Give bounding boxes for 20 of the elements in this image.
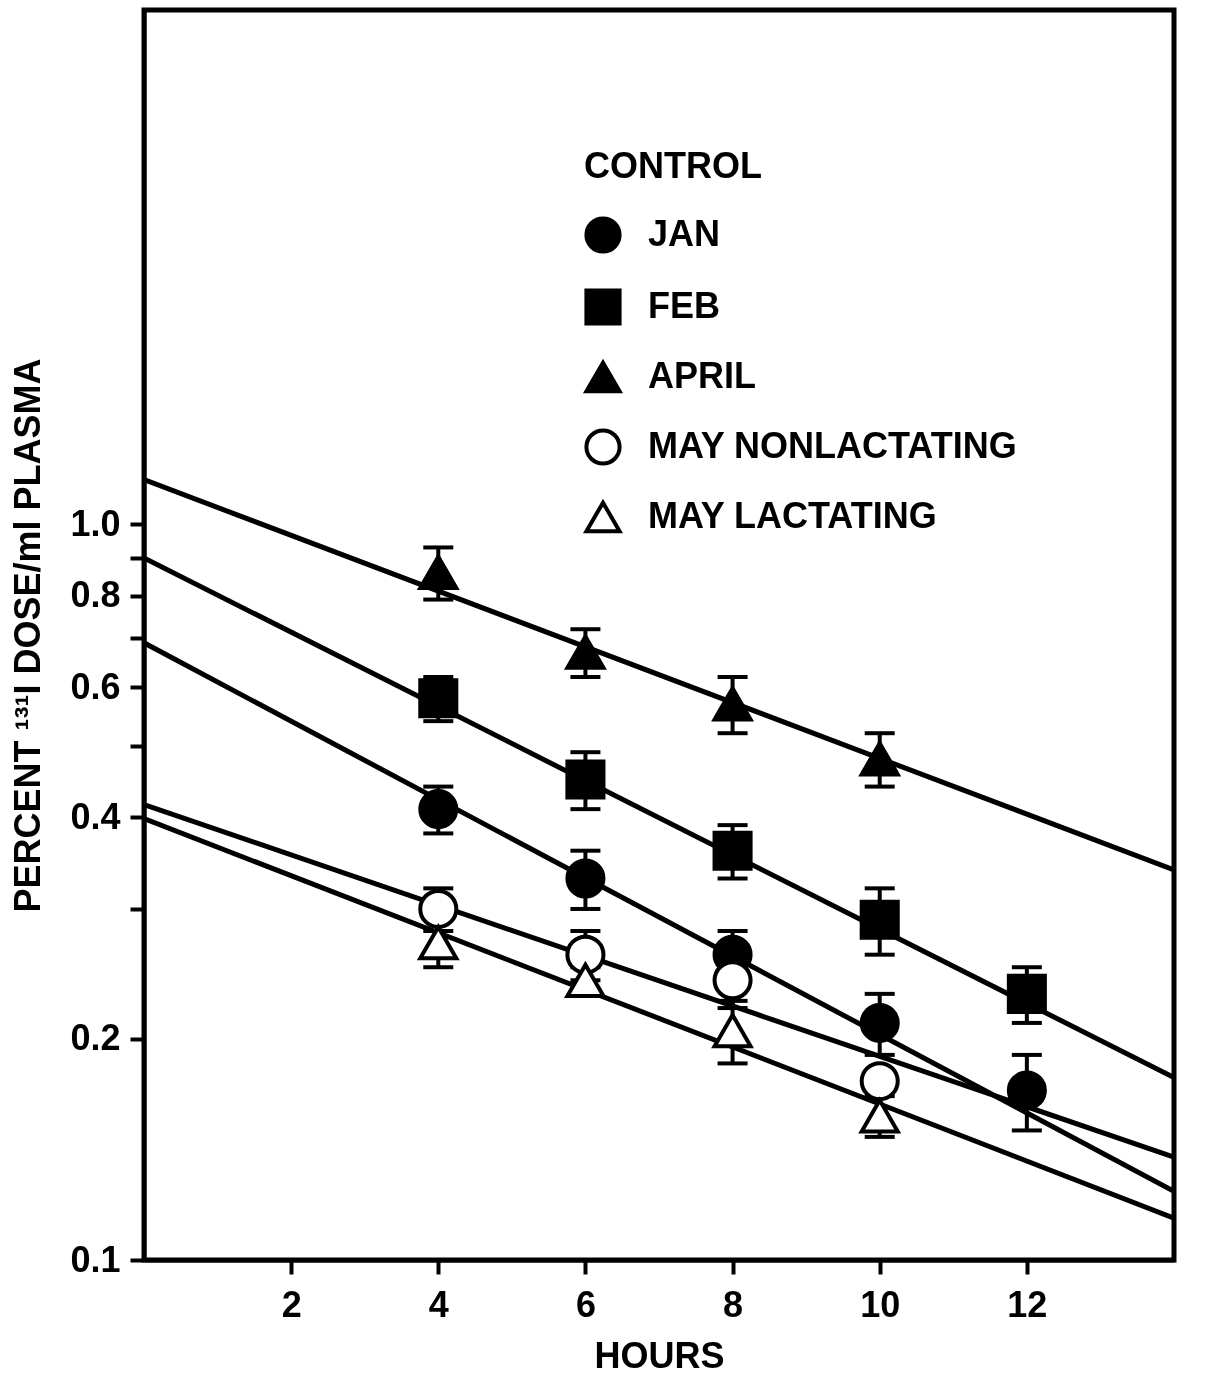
legend-label: JAN bbox=[648, 213, 721, 254]
x-tick-label: 12 bbox=[1007, 1283, 1048, 1325]
x-tick-label: 10 bbox=[860, 1283, 901, 1325]
x-tick-label: 2 bbox=[281, 1283, 302, 1325]
y-axis-title: PERCENT ¹³¹I DOSE/ml PLASMA bbox=[7, 358, 49, 913]
x-tick-label: 6 bbox=[575, 1283, 596, 1325]
legend-label: MAY NONLACTATING bbox=[648, 425, 1017, 466]
x-tick-label: 8 bbox=[723, 1283, 744, 1325]
y-tick-label: 0.4 bbox=[70, 795, 121, 837]
legend-label: MAY LACTATING bbox=[648, 495, 937, 536]
legend-label: APRIL bbox=[648, 355, 756, 396]
legend-title: CONTROL bbox=[584, 145, 762, 186]
y-tick-label: 1.0 bbox=[70, 502, 121, 544]
legend-label: FEB bbox=[648, 285, 720, 326]
y-tick-label: 0.8 bbox=[70, 574, 121, 616]
y-tick-label: 0.1 bbox=[70, 1238, 121, 1280]
y-tick-label: 0.2 bbox=[70, 1017, 121, 1059]
y-tick-label: 0.6 bbox=[70, 665, 121, 707]
x-tick-label: 4 bbox=[428, 1283, 449, 1325]
x-axis-title: HOURS bbox=[594, 1334, 725, 1376]
